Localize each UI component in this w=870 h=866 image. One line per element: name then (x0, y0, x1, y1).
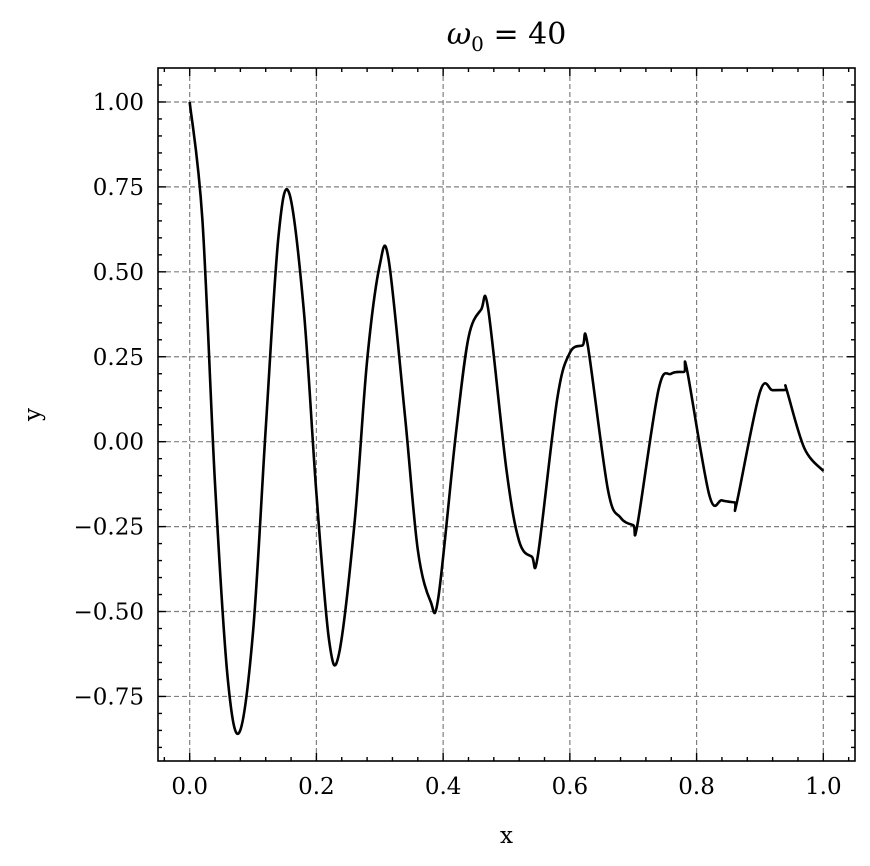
series-line (188, 101, 825, 736)
x-tick-label: 0.0 (171, 774, 208, 800)
plot-frame (157, 67, 856, 762)
x-axis-label: x (500, 823, 513, 849)
y-tick-label: −0.25 (74, 515, 144, 541)
title-value: = 40 (484, 17, 566, 52)
title-subscript: 0 (471, 32, 484, 56)
x-tick-label: 0.4 (425, 774, 462, 800)
y-tick-label: −0.50 (74, 600, 144, 626)
ticks (158, 68, 855, 761)
x-tick-label: 0.6 (552, 774, 589, 800)
title-omega: ω (447, 17, 471, 52)
x-tick-label: 0.8 (678, 774, 715, 800)
x-tick-labels: 0.0 0.2 0.4 0.6 0.8 1.0 (171, 774, 841, 800)
grid (158, 68, 855, 761)
y-tick-label: 1.00 (93, 90, 144, 116)
y-axis-label: y (20, 408, 46, 422)
y-tick-label: 0.50 (93, 260, 144, 286)
x-tick-label: 0.2 (298, 774, 335, 800)
y-tick-label: 0.00 (93, 430, 144, 456)
y-tick-label: 0.75 (93, 175, 144, 201)
chart-title: ω0 = 40 (447, 17, 567, 56)
y-tick-label: 0.25 (93, 345, 144, 371)
x-tick-label: 1.0 (805, 774, 842, 800)
y-tick-label: −0.75 (74, 684, 144, 710)
y-tick-labels: 1.00 0.75 0.50 0.25 0.00 −0.25 −0.50 −0.75 (74, 90, 144, 710)
